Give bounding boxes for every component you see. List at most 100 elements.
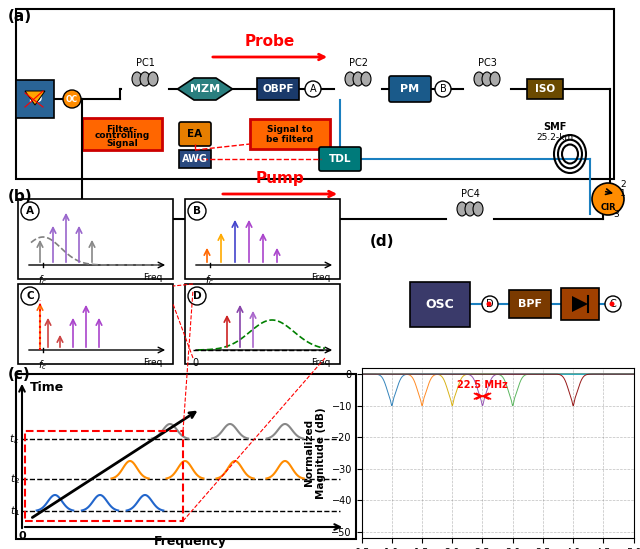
Text: D: D [193, 291, 202, 301]
Polygon shape [572, 296, 588, 312]
Text: 0: 0 [192, 358, 198, 368]
Text: Freq: Freq [143, 358, 163, 367]
Text: PC4: PC4 [461, 189, 479, 199]
Text: be filterd: be filterd [266, 135, 314, 143]
Circle shape [21, 287, 39, 305]
Text: $f_c$: $f_c$ [205, 273, 214, 287]
Text: (b): (b) [8, 189, 33, 204]
Circle shape [188, 202, 206, 220]
Text: 3: 3 [613, 210, 619, 219]
Ellipse shape [345, 72, 355, 86]
Ellipse shape [457, 202, 467, 216]
Text: BPF: BPF [518, 299, 542, 309]
Bar [18, 284, 173, 364]
Text: LD: LD [28, 94, 42, 104]
Text: 2: 2 [620, 180, 626, 189]
Text: PD: PD [572, 278, 588, 288]
Text: OSC: OSC [426, 298, 454, 311]
Text: Freq: Freq [310, 273, 330, 282]
Text: SMF: SMF [543, 122, 566, 132]
Ellipse shape [474, 72, 484, 86]
Text: 25.2-km: 25.2-km [536, 132, 573, 142]
Circle shape [482, 296, 498, 312]
Bar [16, 80, 54, 118]
FancyBboxPatch shape [179, 122, 211, 146]
Bar [18, 199, 173, 279]
Text: $t_1$: $t_1$ [10, 504, 20, 518]
Bar [16, 374, 356, 539]
Circle shape [486, 301, 492, 306]
Bar [82, 118, 162, 150]
Circle shape [21, 202, 39, 220]
Text: A: A [310, 84, 316, 94]
Circle shape [609, 301, 614, 306]
Bar [257, 78, 299, 100]
Text: Signal: Signal [106, 139, 138, 148]
Circle shape [605, 296, 621, 312]
Text: EA: EA [188, 129, 203, 139]
Bar [16, 9, 614, 179]
Ellipse shape [353, 72, 363, 86]
Text: (d): (d) [370, 234, 394, 249]
FancyBboxPatch shape [389, 76, 431, 102]
Circle shape [63, 90, 81, 108]
Bar [561, 288, 599, 320]
Text: (c): (c) [8, 367, 31, 382]
Text: Frequency: Frequency [154, 535, 227, 548]
Text: 1: 1 [620, 189, 626, 198]
Circle shape [592, 183, 624, 215]
Text: Signal to: Signal to [268, 125, 313, 133]
Circle shape [305, 81, 321, 97]
Text: OBPF: OBPF [262, 84, 294, 94]
Bar [179, 150, 211, 168]
Text: PC2: PC2 [349, 58, 367, 68]
Text: Time: Time [30, 381, 64, 394]
Text: $f_c$: $f_c$ [38, 358, 47, 372]
Text: TDL: TDL [329, 154, 351, 164]
Text: PM: PM [401, 84, 420, 94]
FancyBboxPatch shape [319, 147, 361, 171]
Text: A: A [26, 206, 34, 216]
Bar [527, 79, 563, 99]
Text: ISO: ISO [535, 84, 555, 94]
Text: $t_k$: $t_k$ [10, 432, 20, 446]
Text: CIR: CIR [600, 203, 616, 211]
Text: Freq: Freq [143, 273, 163, 282]
Circle shape [435, 81, 451, 97]
Ellipse shape [482, 72, 492, 86]
Ellipse shape [148, 72, 158, 86]
Text: AWG: AWG [182, 154, 208, 164]
Text: Probe: Probe [245, 34, 295, 49]
Text: MZM: MZM [190, 84, 220, 94]
Text: C: C [26, 291, 34, 301]
Ellipse shape [140, 72, 150, 86]
Text: PC3: PC3 [477, 58, 497, 68]
Ellipse shape [473, 202, 483, 216]
Text: PC1: PC1 [136, 58, 154, 68]
Ellipse shape [132, 72, 142, 86]
Ellipse shape [465, 202, 475, 216]
Text: Filter-: Filter- [106, 126, 138, 135]
Text: OC: OC [66, 94, 78, 104]
Bar [250, 119, 330, 149]
Text: B: B [193, 206, 201, 216]
Polygon shape [25, 91, 45, 105]
Ellipse shape [361, 72, 371, 86]
Polygon shape [177, 78, 232, 100]
Y-axis label: Normalized
Magnitude (dB): Normalized Magnitude (dB) [304, 407, 326, 498]
Bar [509, 290, 551, 318]
Text: B: B [440, 84, 446, 94]
Text: controlling: controlling [94, 132, 150, 141]
Bar [185, 199, 340, 279]
Text: $f_c$: $f_c$ [38, 273, 47, 287]
Circle shape [188, 287, 206, 305]
Text: C: C [610, 299, 616, 309]
Bar [25, 431, 183, 521]
Text: (a): (a) [8, 9, 32, 24]
Text: 0: 0 [18, 531, 26, 541]
Bar [185, 284, 340, 364]
Ellipse shape [490, 72, 500, 86]
Text: 22.5 MHz: 22.5 MHz [457, 380, 508, 390]
Text: $t_2$: $t_2$ [10, 472, 20, 486]
Text: D: D [486, 299, 494, 309]
